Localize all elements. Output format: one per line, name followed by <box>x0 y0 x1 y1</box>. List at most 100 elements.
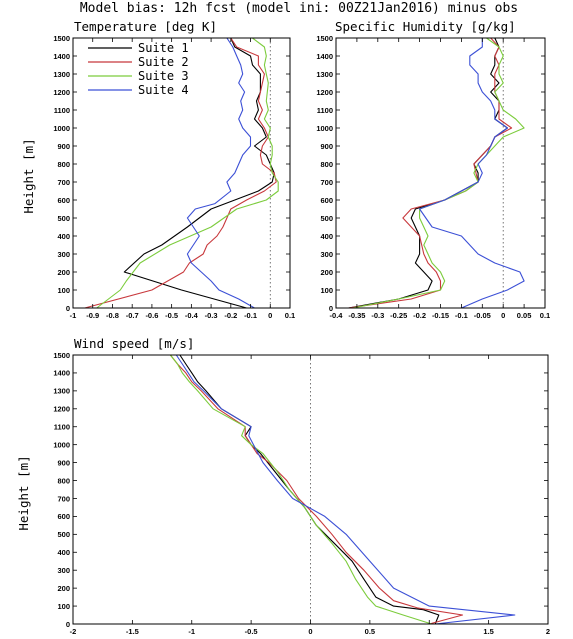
humidity-series-1-line <box>348 37 508 309</box>
figure-title: Model bias: 12h fcst (model ini: 00Z21Ja… <box>80 1 518 16</box>
wind-y-tick-label: 400 <box>57 548 70 557</box>
humidity-y-tick-label: 1000 <box>316 124 333 133</box>
humidity-y-tick-label: 500 <box>320 214 333 223</box>
temperature-panel: Temperature [deg K] Height [m] 0 100 200 30… <box>21 19 295 320</box>
humidity-x-tick-label: -0.4 <box>330 311 344 320</box>
humidity-plot: 0 100 200 300 400 500 600 700 800 900 1000 1100 1200… <box>316 34 550 320</box>
wind-y-tick-label: 700 <box>57 494 70 503</box>
temperature-series-2-line <box>84 37 277 309</box>
humidity-y-tick-label: 1500 <box>316 34 333 43</box>
wind-panel-title: Wind speed [m/s] <box>74 336 194 351</box>
temperature-x-tick-label: -0.5 <box>165 311 178 320</box>
wind-series-2-line <box>169 354 464 625</box>
wind-x-tick-label: -2 <box>70 627 77 636</box>
wind-y-tick-label: 500 <box>57 530 70 539</box>
humidity-x-tick-label: -0.1 <box>455 311 468 320</box>
temperature-y-tick-label: 1300 <box>53 70 70 79</box>
humidity-x-tick-label: 0.1 <box>540 311 550 320</box>
humidity-y-tick-label: 1200 <box>316 88 333 97</box>
temperature-y-tick-label: 300 <box>57 250 70 259</box>
humidity-series-3-line <box>352 37 525 309</box>
temperature-y-tick-label: 1000 <box>53 124 70 133</box>
humidity-x-tick-label: -0.25 <box>390 311 407 320</box>
wind-y-tick-label: 200 <box>57 584 70 593</box>
wind-plot: 0100200300400500600700800900100011001200… <box>53 351 550 636</box>
humidity-y-tick-label: 200 <box>320 268 333 277</box>
humidity-series-2-line <box>348 37 513 309</box>
humidity-x-tick-label: 0 <box>501 311 505 320</box>
humidity-y-tick-label: 1400 <box>316 52 333 61</box>
humidity-x-tick-label: -0.3 <box>371 311 384 320</box>
temperature-y-tick-label: 1500 <box>53 34 70 43</box>
temperature-x-tick-label: -0.1 <box>244 311 257 320</box>
wind-y-tick-label: 0 <box>66 620 70 629</box>
temperature-y-tick-label: 800 <box>57 160 70 169</box>
humidity-y-tick-label: 800 <box>320 160 333 169</box>
humidity-y-tick-label: 100 <box>320 286 333 295</box>
wind-y-tick-label: 1000 <box>53 440 70 449</box>
humidity-panel-title: Specific Humidity [g/kg] <box>335 19 516 34</box>
temperature-y-tick-label: 1200 <box>53 88 70 97</box>
temperature-y-tick-label: 0 <box>66 304 70 313</box>
temperature-y-axis-label: Height [m] <box>21 138 36 213</box>
wind-x-tick-label: -1 <box>188 627 195 636</box>
wind-y-tick-label: 1500 <box>53 351 70 360</box>
temperature-x-tick-label: -0.4 <box>185 311 199 320</box>
temperature-x-tick-label: 0.1 <box>285 311 295 320</box>
temperature-y-tick-label: 400 <box>57 232 70 241</box>
humidity-panel: Specific Humidity [g/kg] 0 100 200 300 400 50… <box>316 19 550 320</box>
humidity-y-tick-label: 1100 <box>317 106 333 115</box>
humidity-y-tick-label: 700 <box>320 178 333 187</box>
temperature-panel-title: Temperature [deg K] <box>74 19 217 34</box>
legend-label-1: Suite 1 <box>138 41 189 55</box>
wind-x-tick-label: 2 <box>546 627 550 636</box>
wind-x-tick-label: 1.5 <box>483 627 493 636</box>
wind-y-tick-label: 100 <box>57 602 70 611</box>
humidity-y-tick-label: 1300 <box>316 70 333 79</box>
wind-x-tick-label: 0 <box>308 627 312 636</box>
humidity-y-tick-label: 600 <box>320 196 333 205</box>
humidity-x-tick-label: -0.35 <box>348 311 365 320</box>
legend-label-4: Suite 4 <box>138 83 189 97</box>
wind-y-tick-label: 1100 <box>54 423 70 432</box>
wind-y-axis-label: Height [m] <box>16 455 31 530</box>
wind-y-tick-label: 300 <box>57 566 70 575</box>
temperature-y-tick-label: 500 <box>57 214 70 223</box>
temperature-x-tick-label: -0.8 <box>106 311 119 320</box>
wind-y-tick-label: 1200 <box>53 405 70 414</box>
temperature-y-tick-label: 200 <box>57 268 70 277</box>
humidity-series-4-line <box>419 38 525 309</box>
temperature-x-tick-label: -1 <box>70 311 77 320</box>
humidity-y-tick-label: 900 <box>320 142 333 151</box>
wind-x-tick-label: -1.5 <box>126 627 139 636</box>
wind-x-tick-label: 0.5 <box>365 627 375 636</box>
humidity-x-tick-label: 0.05 <box>517 311 532 320</box>
humidity-plot-frame <box>335 37 546 309</box>
wind-series-3-line <box>169 354 432 625</box>
temperature-y-tick-label: 700 <box>57 178 70 187</box>
temperature-x-tick-label: -0.9 <box>86 311 99 320</box>
wind-panel: Wind speed [m/s] Height [m] 0 100 200 300 40… <box>16 336 550 636</box>
temperature-series-1-line <box>123 37 275 309</box>
temperature-x-tick-label: -0.3 <box>205 311 218 320</box>
humidity-x-tick-label: -0.15 <box>432 311 449 320</box>
humidity-x-tick-label: -0.2 <box>413 311 426 320</box>
temperature-series-4-line <box>186 37 255 309</box>
humidity-y-tick-label: 300 <box>320 250 333 259</box>
humidity-y-tick-label: 0 <box>329 304 333 313</box>
legend-label-2: Suite 2 <box>138 55 189 69</box>
wind-series-1-line <box>179 354 440 625</box>
temperature-plot: 0 100 200 300 400 500 600 700 800 900 1000 1100 1200… <box>53 34 295 320</box>
temperature-y-tick-label: 100 <box>57 286 70 295</box>
temperature-x-tick-label: -0.2 <box>224 311 237 320</box>
wind-y-tick-label: 1400 <box>53 369 70 378</box>
wind-x-tick-label: 1 <box>427 627 431 636</box>
temperature-y-tick-label: 1100 <box>54 106 70 115</box>
wind-x-tick-label: -0.5 <box>245 627 258 636</box>
wind-y-tick-label: 900 <box>57 458 70 467</box>
temperature-x-tick-label: 0 <box>268 311 272 320</box>
wind-y-tick-label: 1300 <box>53 387 70 396</box>
temperature-y-tick-label: 900 <box>57 142 70 151</box>
